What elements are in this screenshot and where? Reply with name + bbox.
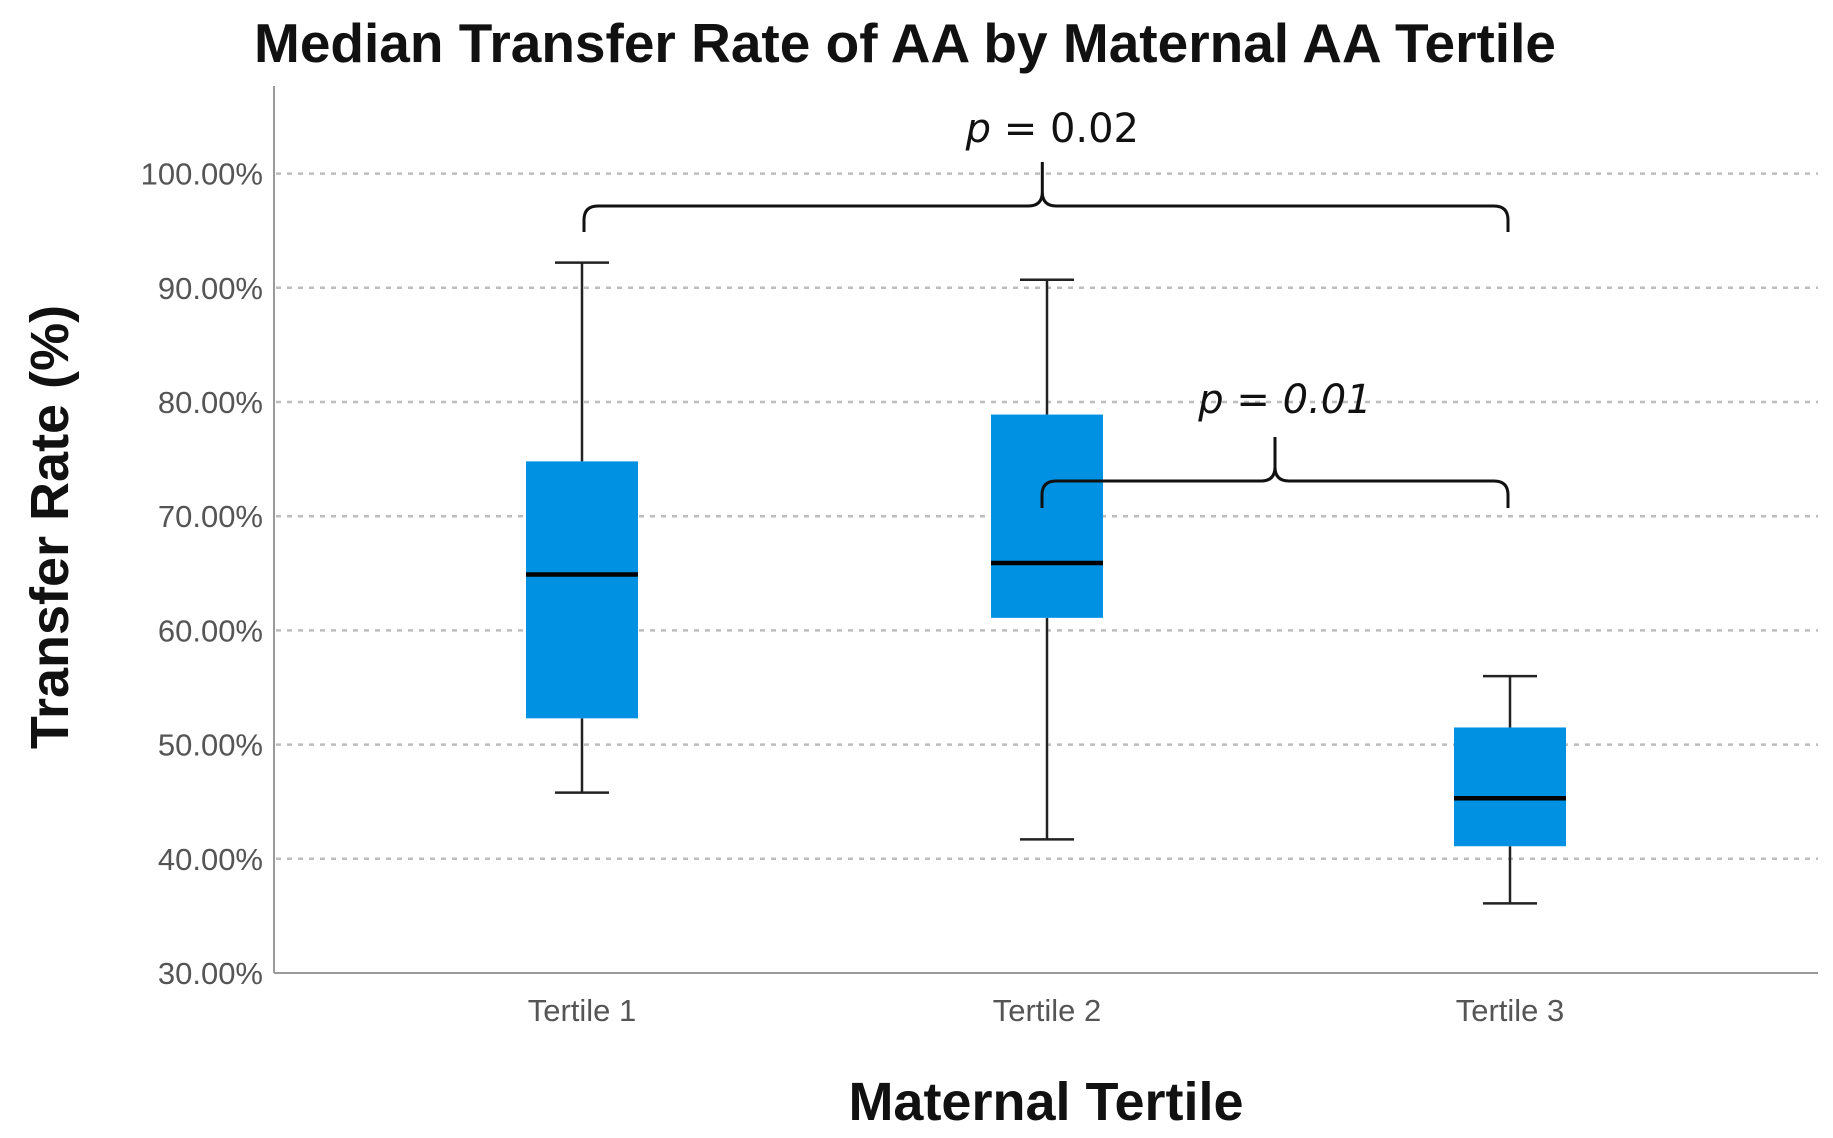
- bracket-path: [1040, 437, 1510, 508]
- p-value-label: p = 0.02: [965, 106, 1139, 152]
- x-tick-label-1: Tertile 1: [528, 993, 637, 1028]
- p-symbol: p: [965, 106, 991, 152]
- y-tick-label-50: 50.00%: [158, 728, 263, 763]
- significance-bracket-2: p = 0.01: [1040, 377, 1510, 508]
- p-number: 0.02: [1050, 106, 1139, 152]
- y-axis-title: Transfer Rate (%): [20, 305, 80, 749]
- p-equals: =: [991, 106, 1050, 152]
- box-2: [991, 278, 1103, 841]
- bracket-path: [582, 162, 1510, 232]
- p-symbol: p: [1197, 377, 1223, 423]
- x-tick-labels: Tertile 1 Tertile 2 Tertile 3: [528, 993, 1565, 1028]
- y-tick-label-70: 70.00%: [158, 499, 263, 534]
- iqr-box: [991, 414, 1103, 618]
- axes: [273, 86, 1818, 974]
- y-tick-label-60: 60.00%: [158, 613, 263, 648]
- chart-title: Median Transfer Rate of AA by Maternal A…: [254, 12, 1556, 74]
- significance-annotations: p = 0.02p = 0.01: [582, 106, 1510, 508]
- iqr-box: [1454, 727, 1566, 847]
- iqr-box: [526, 461, 638, 719]
- p-value-label: p = 0.01: [1197, 377, 1371, 423]
- boxes: [526, 261, 1566, 905]
- box-1: [526, 261, 638, 794]
- y-tick-label-90: 90.00%: [158, 271, 263, 306]
- box-3: [1454, 674, 1566, 905]
- y-tick-label-40: 40.00%: [158, 842, 263, 877]
- p-number: 0.01: [1283, 377, 1372, 423]
- x-axis-title: Maternal Tertile: [848, 1072, 1243, 1132]
- x-tick-label-3: Tertile 3: [1456, 993, 1565, 1028]
- y-tick-label-30: 30.00%: [158, 956, 263, 991]
- y-tick-label-80: 80.00%: [158, 385, 263, 420]
- p-equals: =: [1224, 377, 1283, 423]
- y-tick-labels: 30.00% 40.00% 50.00% 60.00% 70.00% 80.00% 90.0…: [141, 157, 263, 991]
- y-tick-label-100: 100.00%: [141, 157, 263, 192]
- significance-bracket-1: p = 0.02: [582, 106, 1510, 232]
- x-tick-label-2: Tertile 2: [993, 993, 1102, 1028]
